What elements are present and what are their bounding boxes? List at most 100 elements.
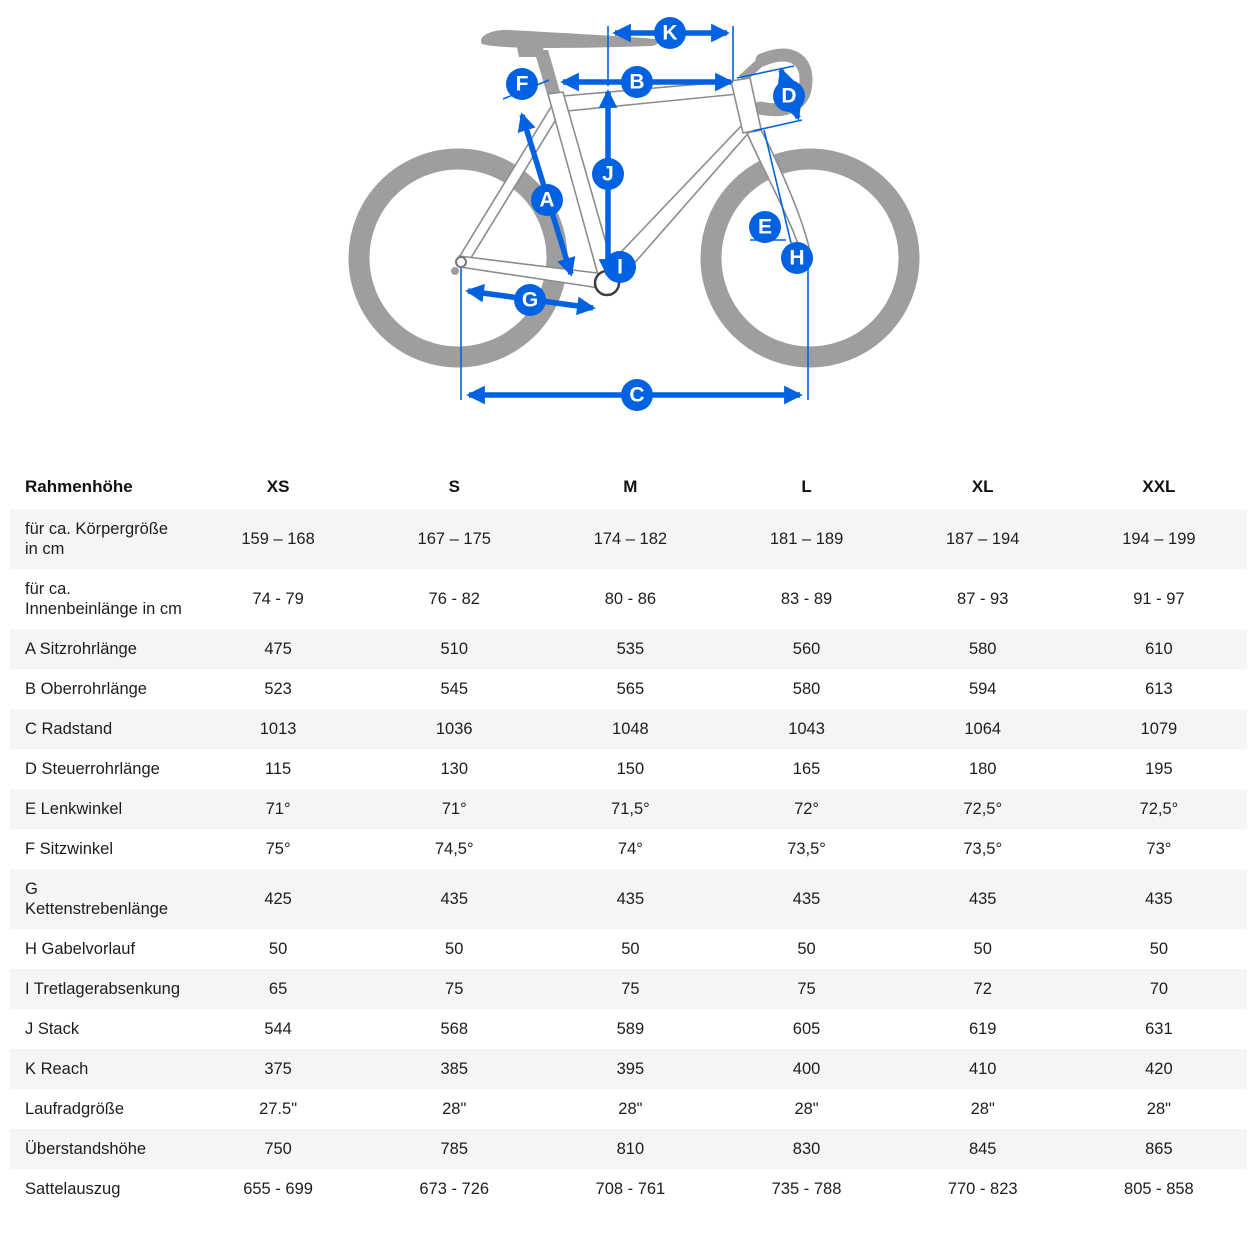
- rear-dropout: [455, 256, 467, 268]
- geometry-table-header: Rahmenhöhe XS S M L XL XXL: [10, 465, 1247, 509]
- marker-b-badge: B: [621, 66, 653, 98]
- cell-value: 510: [440, 640, 468, 658]
- cell-value: 50: [268, 940, 288, 958]
- cell-value: 91 - 97: [1133, 590, 1185, 608]
- cell-value: 435: [968, 890, 997, 908]
- cell-value: 830: [792, 1140, 821, 1158]
- cell-value: 1036: [435, 720, 473, 738]
- table-row: Sattelauszug 655 - 699 673 - 726 708 - 761 7…: [10, 1169, 1247, 1209]
- cell-value: 523: [264, 680, 292, 698]
- marker-f-letter: F: [516, 73, 529, 96]
- table-row: Laufradgröße 27.5" 28" 28" 28" 28" 28": [10, 1089, 1247, 1129]
- marker-i-badge: I: [604, 251, 636, 283]
- cell-value: 73,5°: [963, 840, 1003, 858]
- cell-value: 568: [440, 1020, 468, 1038]
- cell-value: 180: [968, 760, 997, 778]
- cell-value: 375: [264, 1060, 292, 1078]
- row-label: für ca. Körpergröße in cm: [25, 520, 169, 558]
- cell-value: 174 – 182: [593, 530, 668, 548]
- cell-value: 27.5": [259, 1100, 298, 1118]
- cell-value: 425: [264, 890, 292, 908]
- front-wheel: [700, 148, 920, 368]
- cell-value: 130: [440, 760, 468, 778]
- cell-value: 28": [794, 1100, 819, 1118]
- cell-value: 673 - 726: [419, 1180, 490, 1198]
- cell-value: 150: [616, 760, 645, 778]
- row-label: E Lenkwinkel: [25, 800, 123, 818]
- row-label: Laufradgröße: [25, 1100, 125, 1118]
- cell-value: 71°: [265, 800, 291, 818]
- cell-value: 194 – 199: [1122, 530, 1196, 548]
- cell-value: 605: [792, 1020, 821, 1038]
- marker-f-badge: F: [506, 68, 538, 100]
- header-rahmenhoehe: Rahmenhöhe: [25, 477, 133, 496]
- cell-value: 74°: [617, 840, 643, 858]
- column-header-m: M: [623, 477, 638, 496]
- cell-value: 805 - 858: [1124, 1180, 1194, 1198]
- cell-value: 74,5°: [434, 840, 474, 858]
- row-label: A Sitzrohrlänge: [25, 640, 137, 658]
- cell-value: 1064: [964, 720, 1002, 738]
- cell-value: 708 - 761: [595, 1180, 666, 1198]
- row-label: Überstandshöhe: [25, 1140, 147, 1158]
- table-row: für ca. Innenbeinlänge in cm 74 - 79 76 - …: [10, 569, 1247, 629]
- row-label: D Steuerrohrlänge: [25, 760, 160, 778]
- column-header-l: L: [801, 477, 812, 496]
- cell-value: 75: [445, 980, 464, 998]
- cell-value: 50: [621, 940, 640, 958]
- cell-value: 410: [968, 1060, 997, 1078]
- cell-value: 1043: [788, 720, 825, 738]
- geometry-table-body: für ca. Körpergröße in cm 159 – 168 167 – …: [10, 509, 1247, 1209]
- derailleur: [451, 267, 459, 275]
- marker-badges: A B C D E F G H: [506, 17, 813, 411]
- cell-value: 1048: [612, 720, 649, 738]
- marker-a-letter: A: [539, 189, 554, 212]
- cell-value: 610: [1145, 640, 1173, 658]
- marker-e-badge: E: [749, 211, 781, 243]
- cell-value: 544: [264, 1020, 292, 1038]
- cell-value: 159 – 168: [241, 530, 315, 548]
- cell-value: 28": [442, 1100, 467, 1118]
- cell-value: 580: [968, 640, 997, 658]
- cell-value: 810: [616, 1140, 645, 1158]
- cell-value: 770 - 823: [947, 1180, 1018, 1198]
- row-label: J Stack: [25, 1020, 80, 1038]
- cell-value: 580: [792, 680, 821, 698]
- cell-value: 613: [1145, 680, 1173, 698]
- cell-value: 475: [264, 640, 292, 658]
- marker-j-badge: J: [592, 158, 624, 190]
- cell-value: 76 - 82: [428, 590, 480, 608]
- cell-value: 1013: [259, 720, 297, 738]
- cell-value: 73°: [1146, 840, 1172, 858]
- cell-value: 28": [970, 1100, 995, 1118]
- cell-value: 545: [440, 680, 468, 698]
- cell-value: 655 - 699: [243, 1180, 313, 1198]
- cell-value: 400: [792, 1060, 821, 1078]
- table-row: F Sitzwinkel 75° 74,5° 74° 73,5° 73,5° 73°: [10, 829, 1247, 869]
- cell-value: 845: [968, 1140, 997, 1158]
- cell-value: 87 - 93: [957, 590, 1009, 608]
- cell-value: 195: [1145, 760, 1173, 778]
- column-header-xl: XL: [971, 477, 994, 496]
- cell-value: 167 – 175: [417, 530, 491, 548]
- cell-value: 83 - 89: [780, 590, 833, 608]
- row-label: für ca. Innenbeinlänge in cm: [25, 580, 182, 618]
- marker-c-letter: C: [629, 384, 644, 407]
- cell-value: 75°: [265, 840, 291, 858]
- row-label: F Sitzwinkel: [25, 840, 114, 858]
- cell-value: 115: [264, 760, 292, 778]
- cell-value: 181 – 189: [769, 530, 844, 548]
- cell-value: 785: [440, 1140, 468, 1158]
- table-row: J Stack 544 568 589 605 619 631: [10, 1009, 1247, 1049]
- marker-d-letter: D: [781, 85, 796, 108]
- cell-value: 73,5°: [787, 840, 826, 858]
- cell-value: 750: [264, 1140, 292, 1158]
- marker-e-letter: E: [758, 216, 772, 239]
- row-label: C Radstand: [25, 720, 113, 738]
- cell-value: 435: [616, 890, 645, 908]
- cell-value: 75: [621, 980, 640, 998]
- cell-value: 74 - 79: [252, 590, 304, 608]
- cell-value: 165: [792, 760, 821, 778]
- marker-g-badge: G: [514, 284, 546, 316]
- marker-h-letter: H: [789, 247, 804, 270]
